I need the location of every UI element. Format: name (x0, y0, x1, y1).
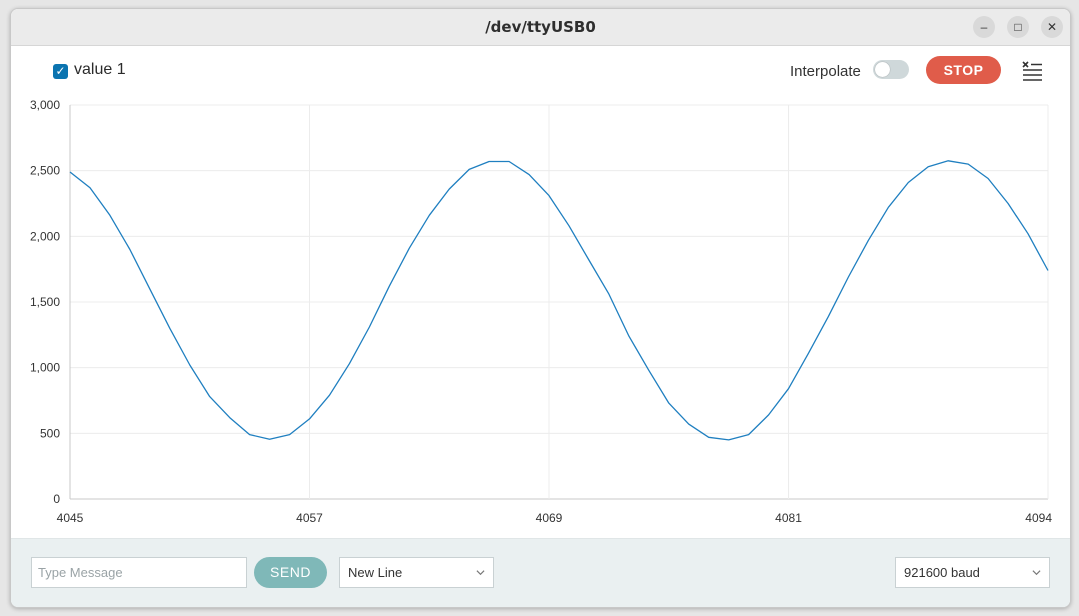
clear-output-icon[interactable] (1021, 59, 1043, 81)
y-tick-label: 1,000 (30, 361, 60, 375)
chevron-down-icon (1032, 570, 1041, 576)
chevron-down-icon (476, 570, 485, 576)
bottom-bar: SEND New Line 921600 baud (11, 538, 1070, 607)
y-tick-label: 0 (53, 492, 60, 506)
line-ending-value: New Line (348, 565, 403, 580)
close-icon: ✕ (1046, 20, 1058, 34)
close-button[interactable]: ✕ (1041, 16, 1063, 38)
y-tick-label: 2,000 (30, 229, 60, 243)
x-tick-label: 4045 (57, 511, 84, 525)
checkmark-icon: ✓ (55, 64, 66, 78)
y-tick-label: 2,500 (30, 164, 60, 178)
x-tick-label: 4057 (296, 511, 323, 525)
serial-plotter-window: /dev/ttyUSB0 – □ ✕ ✓ value 1 Interpolate… (10, 8, 1071, 608)
plot-chart: 0 500 1,000 1,500 2,000 2,500 3,000 4045 4057 406… (30, 98, 1052, 525)
baud-rate-value: 921600 baud (904, 565, 980, 580)
y-tick-label: 500 (40, 426, 60, 440)
maximize-icon: □ (1014, 20, 1022, 34)
x-tick-label: 4094 (1025, 511, 1052, 525)
interpolate-toggle[interactable] (873, 60, 909, 79)
plotter-toolbar: ✓ value 1 Interpolate STOP (11, 45, 1070, 95)
interpolate-label: Interpolate (790, 63, 861, 80)
line-ending-select[interactable]: New Line (339, 557, 494, 588)
window-title: /dev/ttyUSB0 (485, 18, 596, 36)
series-checkbox[interactable]: ✓ (53, 64, 68, 79)
stop-button[interactable]: STOP (926, 56, 1001, 84)
maximize-button[interactable]: □ (1007, 16, 1029, 38)
toggle-knob (875, 62, 890, 77)
minimize-button[interactable]: – (973, 16, 995, 38)
y-tick-label: 3,000 (30, 98, 60, 112)
message-input[interactable] (31, 557, 247, 588)
y-tick-label: 1,500 (30, 295, 60, 309)
title-bar: /dev/ttyUSB0 – □ ✕ (11, 9, 1070, 46)
x-tick-label: 4081 (775, 511, 802, 525)
minimize-icon: – (980, 20, 988, 34)
baud-rate-select[interactable]: 921600 baud (895, 557, 1050, 588)
send-button[interactable]: SEND (254, 557, 327, 588)
x-tick-label: 4069 (536, 511, 563, 525)
series-line-value-1 (69, 160, 1049, 441)
series-label: value 1 (74, 61, 126, 78)
